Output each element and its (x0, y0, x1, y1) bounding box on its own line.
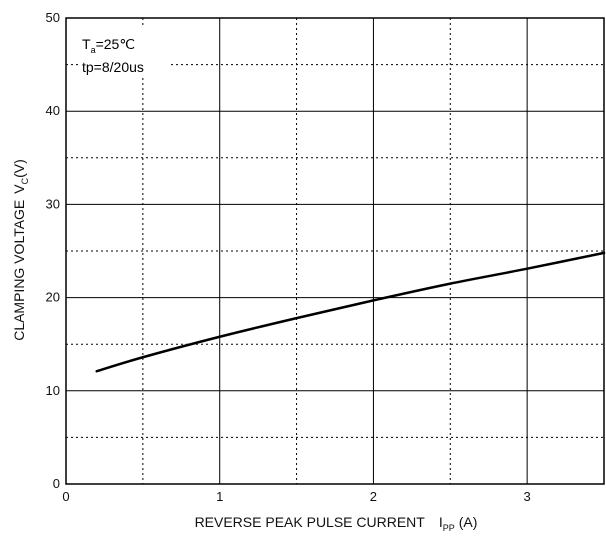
y-axis-symbol-subscript: C (20, 177, 30, 184)
y-tick-label: 40 (46, 103, 60, 118)
y-axis-ticks: 0 10 20 30 40 50 (46, 10, 60, 491)
x-tick-label: 0 (62, 489, 69, 504)
y-axis-title: CLAMPING VOLTAGE VC(V) (11, 159, 30, 341)
x-tick-label: 1 (216, 489, 223, 504)
x-axis-title: REVERSE PEAK PULSE CURRENT IPP (A) (195, 514, 478, 533)
y-tick-label: 30 (46, 196, 60, 211)
grid (66, 18, 605, 484)
y-axis-label: CLAMPING VOLTAGE (11, 200, 27, 341)
series-line (95, 251, 606, 373)
x-axis-label: REVERSE PEAK PULSE CURRENT (195, 514, 426, 530)
pulse-annotation: tp=8/20us (82, 59, 144, 75)
x-axis-symbol: I (439, 514, 443, 530)
x-axis-symbol-subscript: PP (443, 523, 455, 533)
temperature-symbol: T (82, 36, 91, 52)
x-tick-label: 3 (524, 489, 531, 504)
x-axis-ticks: 0 1 2 3 (62, 489, 530, 504)
temperature-subscript: a (91, 45, 96, 55)
x-tick-label: 2 (370, 489, 377, 504)
y-axis-symbol: V (11, 184, 27, 194)
y-tick-label: 50 (46, 10, 60, 25)
x-axis-unit: (A) (459, 514, 478, 530)
y-tick-label: 10 (46, 383, 60, 398)
y-axis-unit: (V) (11, 159, 27, 178)
plot-frame (65, 17, 605, 485)
annotation-background (80, 28, 168, 76)
temperature-annotation: Ta=25℃ (82, 36, 135, 55)
temperature-value: =25℃ (96, 36, 135, 52)
y-tick-label: 20 (46, 290, 60, 305)
y-tick-label: 0 (53, 476, 60, 491)
